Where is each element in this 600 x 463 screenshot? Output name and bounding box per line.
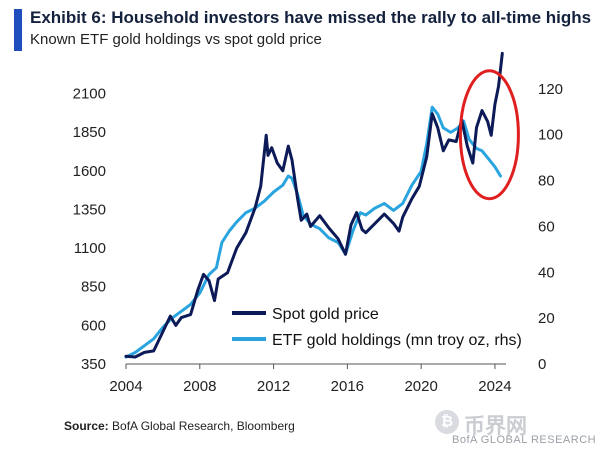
left-y-tick-label: 1350 (73, 201, 106, 218)
right-y-tick-label: 80 (538, 173, 555, 190)
watermark-logo: 币界网 (464, 415, 527, 438)
source-text: BofA Global Research, Bloomberg (112, 419, 295, 433)
x-tick-label: 2020 (404, 378, 437, 395)
chart-subtitle: Known ETF gold holdings vs spot gold pri… (30, 31, 322, 48)
left-y-tick-label: 600 (81, 317, 106, 334)
left-y-tick-label: 350 (81, 356, 106, 373)
source-label: Source: (64, 419, 109, 433)
watermark-text: BofA GLOBAL RESEARCH (452, 434, 597, 446)
left-y-tick-label: 2100 (73, 86, 106, 103)
right-y-tick-label: 60 (538, 218, 555, 235)
left-y-tick-label: 1600 (73, 163, 106, 180)
title-accent-bar (14, 9, 22, 51)
right-y-tick-label: 40 (538, 264, 555, 281)
source-note: Source: BofA Global Research, Bloomberg (64, 419, 295, 433)
left-y-tick-label: 850 (81, 279, 106, 296)
highlight-circle (458, 69, 520, 201)
right-y-tick-label: 0 (538, 356, 546, 373)
x-tick-label: 2016 (331, 378, 364, 395)
right-y-tick-label: 100 (538, 127, 563, 144)
gold-chart: 2004 2008 2012 2016 2020 20243506008501100135… (73, 51, 563, 395)
watermark-coin-icon: ₿ (435, 410, 459, 434)
x-tick-label: 2008 (183, 378, 216, 395)
left-y-tick-label: 1100 (74, 240, 106, 257)
right-y-tick-label: 20 (538, 310, 555, 327)
left-y-tick-label: 1850 (73, 124, 106, 141)
series-line-spot-gold-price (124, 51, 504, 359)
chart-title: Exhibit 6: Household investors have miss… (30, 8, 592, 27)
x-tick-label: 2012 (257, 378, 290, 395)
x-tick-label: 2004 (109, 378, 142, 395)
right-y-tick-label: 120 (538, 81, 563, 98)
series-line-etf-gold-holdings (124, 105, 502, 359)
x-tick-label: 2024 (478, 378, 511, 395)
legend-label-spot: Spot gold price (272, 306, 379, 323)
legend-label-etf: ETF gold holdings (mn troy oz, rhs) (272, 332, 522, 349)
